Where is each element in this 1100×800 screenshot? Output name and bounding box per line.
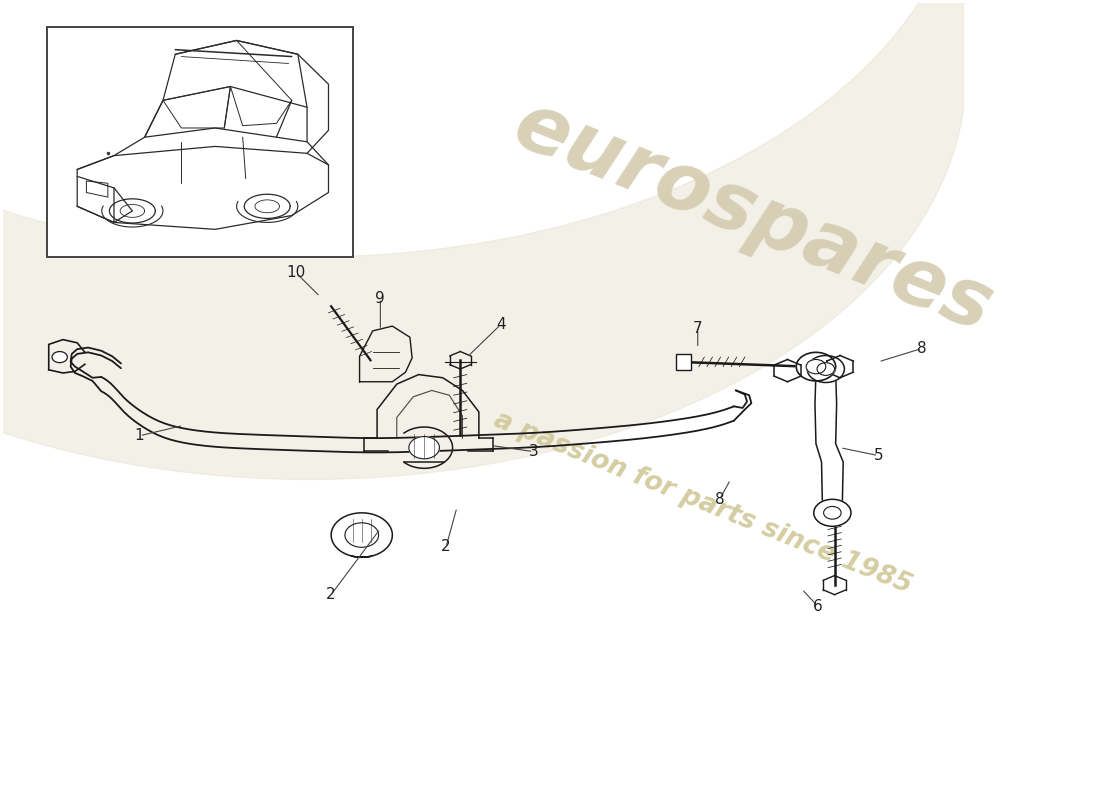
Text: 1: 1: [135, 428, 144, 443]
Bar: [675, 354, 691, 370]
Text: 9: 9: [375, 291, 385, 306]
Text: a passion for parts since 1985: a passion for parts since 1985: [491, 407, 916, 599]
Text: 5: 5: [873, 448, 883, 463]
Text: 8: 8: [917, 341, 927, 356]
Circle shape: [817, 362, 835, 375]
Text: 8: 8: [715, 492, 725, 507]
Circle shape: [409, 437, 440, 458]
Circle shape: [52, 351, 67, 362]
Circle shape: [807, 355, 845, 382]
Text: 10: 10: [286, 266, 306, 280]
Text: 2: 2: [441, 539, 451, 554]
Text: 4: 4: [496, 317, 506, 332]
Text: 3: 3: [529, 444, 539, 459]
Text: eurospares: eurospares: [502, 86, 1003, 349]
Text: 2: 2: [327, 587, 336, 602]
Text: 7: 7: [693, 321, 703, 336]
Circle shape: [345, 523, 378, 547]
Circle shape: [814, 499, 851, 526]
Bar: [46, 26, 353, 257]
Text: 6: 6: [813, 599, 823, 614]
Circle shape: [796, 352, 836, 381]
Circle shape: [806, 359, 826, 374]
Circle shape: [824, 506, 842, 519]
